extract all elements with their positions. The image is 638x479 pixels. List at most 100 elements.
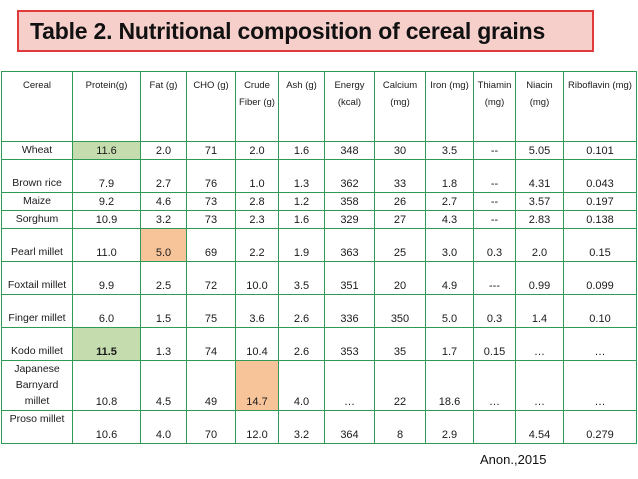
table-cell: 0.099	[563, 261, 637, 295]
table-cell: 2.0	[235, 141, 279, 160]
table-cell: 3.2	[278, 410, 325, 444]
table-row: Kodo millet 11.5 1.3 74 10.4 2.6 353 35 …	[1, 327, 637, 361]
cereal-cell: Japanese Barnyard millet	[1, 360, 73, 411]
cereal-cell: Finger millet	[1, 294, 73, 328]
table-cell: 14.7	[235, 360, 279, 411]
table-cell: 74	[186, 327, 236, 361]
cereal-cell: Wheat	[1, 141, 73, 160]
table-cell: 2.9	[425, 410, 474, 444]
table-cell: 2.83	[515, 210, 564, 229]
table-cell: 4.31	[515, 159, 564, 193]
table-cell: 0.10	[563, 294, 637, 328]
table-cell: 2.7	[140, 159, 187, 193]
title-box: Table 2. Nutritional composition of cere…	[17, 10, 594, 52]
table-cell: 0.138	[563, 210, 637, 229]
table-cell: 1.5	[140, 294, 187, 328]
table-cell: 3.2	[140, 210, 187, 229]
table-cell: 72	[186, 261, 236, 295]
cereal-cell: Brown rice	[1, 159, 73, 193]
table-cell: 363	[324, 228, 375, 262]
table-cell: 49	[186, 360, 236, 411]
table-cell: 11.0	[72, 228, 141, 262]
table-cell: 5.05	[515, 141, 564, 160]
table-cell: 348	[324, 141, 375, 160]
table-cell: 10.4	[235, 327, 279, 361]
table-cell: 11.6	[72, 141, 141, 160]
table-cell: …	[563, 327, 637, 361]
table-cell: 1.3	[278, 159, 325, 193]
table-cell: 0.101	[563, 141, 637, 160]
table-cell: 10.0	[235, 261, 279, 295]
header-cell: Riboflavin (mg)	[563, 71, 637, 142]
table-cell: 358	[324, 192, 375, 211]
table-cell: 33	[374, 159, 426, 193]
table-cell: 18.6	[425, 360, 474, 411]
table-cell: 3.6	[235, 294, 279, 328]
header-cell: Thiamin (mg)	[473, 71, 516, 142]
table-cell: 0.99	[515, 261, 564, 295]
header-cell: Iron (mg)	[425, 71, 474, 142]
table-cell: 2.6	[278, 327, 325, 361]
table-cell: 2.0	[140, 141, 187, 160]
table-cell: 73	[186, 210, 236, 229]
table-cell: 9.2	[72, 192, 141, 211]
table-cell: 35	[374, 327, 426, 361]
table-cell: 1.6	[278, 210, 325, 229]
table-cell: 2.6	[278, 294, 325, 328]
table-cell: 2.3	[235, 210, 279, 229]
header-cell: Protein(g)	[72, 71, 141, 142]
table-cell: 3.5	[425, 141, 474, 160]
table-cell: --	[473, 210, 516, 229]
table-cell: …	[515, 360, 564, 411]
header-cell: Calcium (mg)	[374, 71, 426, 142]
table-cell: 73	[186, 192, 236, 211]
table-cell: 1.8	[425, 159, 474, 193]
table-cell: 0.15	[473, 327, 516, 361]
table-cell: 0.279	[563, 410, 637, 444]
table-cell: 26	[374, 192, 426, 211]
table-cell: ---	[473, 261, 516, 295]
table-cell: 10.6	[72, 410, 141, 444]
header-cell: Crude Fiber (g)	[235, 71, 279, 142]
table-cell: 12.0	[235, 410, 279, 444]
table-cell: 3.5	[278, 261, 325, 295]
table-cell: 3.0	[425, 228, 474, 262]
table-cell: 9.9	[72, 261, 141, 295]
table-cell: 1.2	[278, 192, 325, 211]
table-cell: 2.7	[425, 192, 474, 211]
header-cell: Ash (g)	[278, 71, 325, 142]
table-cell: 2.0	[515, 228, 564, 262]
table-cell: 350	[374, 294, 426, 328]
cereal-cell: Sorghum	[1, 210, 73, 229]
header-cell: Niacin (mg)	[515, 71, 564, 142]
table-cell: 2.2	[235, 228, 279, 262]
table-cell: --	[473, 192, 516, 211]
table-cell: …	[563, 360, 637, 411]
cereal-cell: Proso millet	[1, 410, 73, 444]
table-cell: 25	[374, 228, 426, 262]
table-cell: 70	[186, 410, 236, 444]
cereal-cell: Foxtail millet	[1, 261, 73, 295]
cereal-cell: Pearl millet	[1, 228, 73, 262]
nutrition-table: Cereal Protein(g) Fat (g) CHO (g) Crude …	[1, 71, 637, 444]
table-cell	[473, 410, 516, 444]
table-cell: 1.6	[278, 141, 325, 160]
table-cell: 4.6	[140, 192, 187, 211]
header-cell: Cereal	[1, 71, 73, 142]
slide-title: Table 2. Nutritional composition of cere…	[30, 17, 546, 44]
table-cell: 3.57	[515, 192, 564, 211]
table-cell: 351	[324, 261, 375, 295]
table-cell: 4.9	[425, 261, 474, 295]
table-cell: 22	[374, 360, 426, 411]
table-cell: …	[473, 360, 516, 411]
table-cell: …	[515, 327, 564, 361]
table-cell: 0.15	[563, 228, 637, 262]
table-row: Finger millet 6.0 1.5 75 3.6 2.6 336 350…	[1, 294, 637, 328]
table-cell: 11.5	[72, 327, 141, 361]
table-cell: 4.0	[140, 410, 187, 444]
table-cell: 4.0	[278, 360, 325, 411]
table-cell: 5.0	[425, 294, 474, 328]
table-cell: 329	[324, 210, 375, 229]
table-cell: 1.3	[140, 327, 187, 361]
table-cell: --	[473, 141, 516, 160]
